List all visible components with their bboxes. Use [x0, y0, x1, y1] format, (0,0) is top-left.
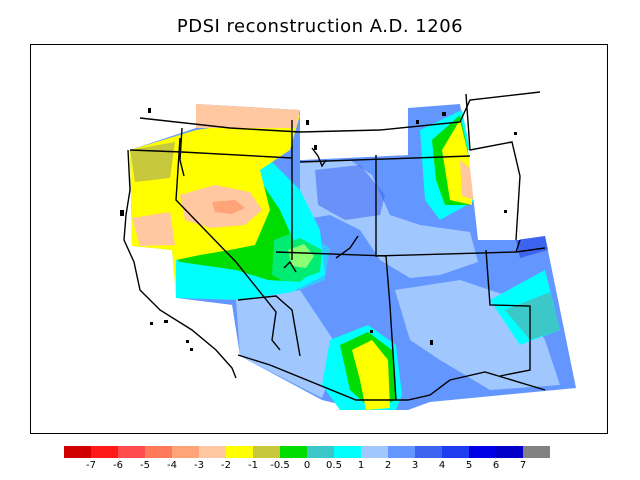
colorbar-swatch	[199, 446, 226, 458]
pdsi-contour-fills	[120, 104, 576, 410]
colorbar-swatch	[172, 446, 199, 458]
colorbar-label: 1	[358, 460, 364, 471]
north-peach	[196, 104, 300, 128]
colorbar-label: 3	[412, 460, 418, 471]
colorbar-label: 0	[304, 460, 310, 471]
colorbar-swatch	[145, 446, 172, 458]
colorbar-swatch	[361, 446, 388, 458]
colorbar-swatch	[388, 446, 415, 458]
colorbar-swatch	[226, 446, 253, 458]
colorbar-label: -3	[194, 460, 204, 471]
colorbar-label: 0.5	[326, 460, 342, 471]
colorbar-label: 4	[439, 460, 445, 471]
mask-north	[300, 108, 408, 160]
colorbar-swatch	[523, 446, 550, 458]
colorbar-label: 5	[466, 460, 472, 471]
colorbar-swatch	[280, 446, 307, 458]
colorbar-label: -7	[86, 460, 96, 471]
colorbar-swatch	[253, 446, 280, 458]
colorbar-swatch	[118, 446, 145, 458]
colorbar-swatch	[469, 446, 496, 458]
colorbar-swatch	[415, 446, 442, 458]
colorbar-swatch	[334, 446, 361, 458]
colorbar-label: -2	[221, 460, 231, 471]
colorbar-label: -1	[248, 460, 258, 471]
colorbar-swatch	[496, 446, 523, 458]
colorbar-label: -6	[113, 460, 123, 471]
colorbar-swatch	[91, 446, 118, 458]
colorbar-label: 7	[520, 460, 526, 471]
colorbar-swatch	[442, 446, 469, 458]
colorbar-swatch	[307, 446, 334, 458]
colorbar-swatch	[64, 446, 91, 458]
colorbar-label: -4	[167, 460, 177, 471]
colorbar-label: 2	[385, 460, 391, 471]
colorbar	[64, 446, 550, 458]
colorbar-label: -0.5	[270, 460, 290, 471]
colorbar-label: -5	[140, 460, 150, 471]
colorbar-label: 6	[493, 460, 499, 471]
